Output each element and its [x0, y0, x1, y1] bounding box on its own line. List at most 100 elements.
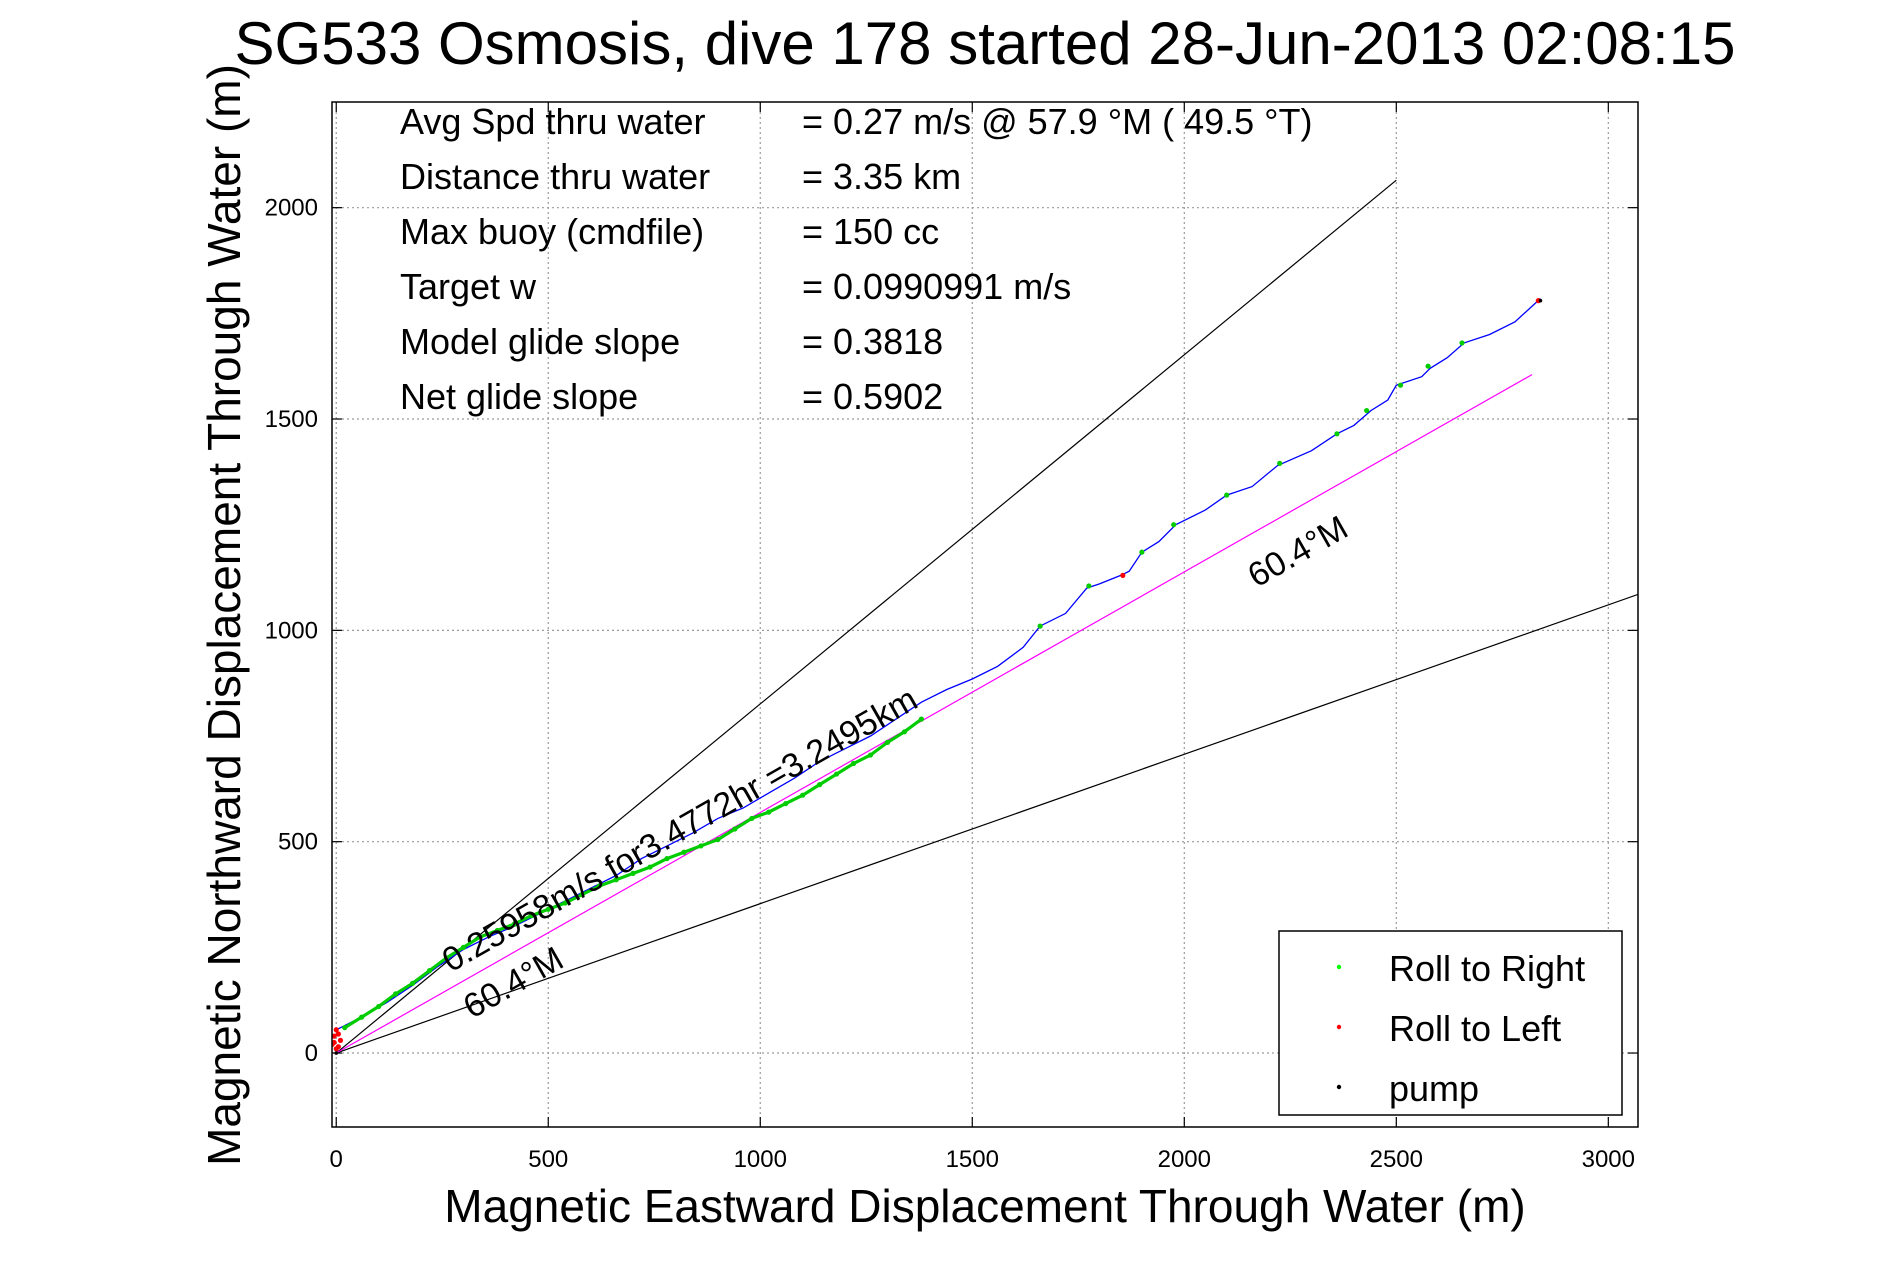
x-tick-label: 2000: [1158, 1146, 1211, 1173]
roll-right-point: [867, 752, 874, 758]
plot-frame: [331, 101, 1639, 1128]
roll-right-point: [443, 955, 450, 961]
roll-right-point: [342, 1025, 348, 1031]
roll-right-point: [1334, 431, 1340, 437]
x-tick-label: 3000: [1582, 1146, 1635, 1173]
stat-label: Target w: [400, 266, 537, 307]
roll-right-point: [766, 809, 772, 815]
y-tick-label: 0: [305, 1040, 318, 1067]
stat-label: Model glide slope: [400, 321, 680, 362]
roll-right-point: [901, 729, 908, 735]
reference-line-2: [335, 374, 1533, 1054]
roll-left-point: [335, 1031, 341, 1037]
stat-value: = 0.5902: [802, 376, 943, 417]
roll-right-point: [884, 739, 891, 745]
stat-value: = 150 cc: [802, 211, 939, 252]
roll-left-point: [1120, 572, 1126, 579]
roll-right-point: [376, 1003, 382, 1010]
stat-label: Avg Spd thru water: [400, 101, 706, 142]
reference-line-0: [335, 179, 1397, 1054]
chart-title: SG533 Osmosis, dive 178 started 28-Jun-2…: [235, 10, 1736, 77]
roll-left-point: [333, 1046, 339, 1052]
legend: Roll to Right Roll to Left pump: [1278, 930, 1623, 1116]
roll-right-point: [1224, 492, 1230, 498]
roll-right-point: [528, 913, 534, 919]
stat-label: Net glide slope: [400, 376, 638, 417]
stat-label: Max buoy (cmdfile): [400, 211, 704, 252]
roll-right-point: [1037, 623, 1043, 629]
roll-right-point: [698, 843, 704, 849]
stat-value: = 0.27 m/s @ 57.9 °M ( 49.5 °T): [802, 101, 1313, 142]
stat-value: = 3.35 km: [802, 156, 961, 197]
annotations: 0.25958m/s for3.4772hr =3.2495km60.4°M60…: [436, 509, 1354, 1027]
x-tick-label: 2500: [1370, 1146, 1423, 1173]
roll-right-point: [596, 883, 602, 889]
roll-right-point: [1397, 382, 1404, 388]
legend-label: Roll to Right: [1389, 948, 1585, 989]
roll-right-point: [477, 934, 484, 940]
roll-right-point: [613, 877, 619, 883]
roll-right-point: [409, 980, 416, 986]
roll-right-point: [460, 944, 467, 950]
stats-block: Avg Spd thru water = 0.27 m/s @ 57.9 °M (…: [400, 101, 1313, 417]
legend-marker: [1336, 1084, 1342, 1090]
roll-right-point: [783, 801, 789, 807]
roll-right-point: [647, 864, 653, 870]
reference-lines: [335, 179, 1638, 1054]
x-tick-label: 1000: [734, 1146, 787, 1173]
x-tick-label: 1500: [946, 1146, 999, 1173]
roll-right-point: [359, 1014, 365, 1020]
y-tick-label: 1500: [265, 406, 318, 433]
tick-labels: 0 500 1000 1500 2000 2500 3000 0 500 1000 1500 2000: [265, 102, 1638, 1173]
roll-right-point: [426, 968, 433, 974]
y-tick-label: 1000: [265, 617, 318, 644]
stat-value: = 0.3818: [802, 321, 943, 362]
pump-point: [1538, 298, 1543, 303]
legend-marker: [1336, 964, 1342, 970]
roll-right-point: [800, 792, 806, 798]
reference-line-1: [336, 593, 1638, 1054]
roll-left-point: [337, 1037, 344, 1043]
x-tick-label: 500: [528, 1146, 568, 1173]
legend-label: Roll to Left: [1389, 1008, 1561, 1049]
roll-right-point: [511, 921, 517, 927]
roll-right-point: [1139, 549, 1145, 555]
roll-right-point: [1425, 363, 1431, 369]
roll-right-point: [562, 900, 568, 906]
roll-left-point: [332, 1033, 337, 1039]
roll-right-point: [732, 826, 738, 832]
roll-right-point: [545, 906, 551, 912]
stat-label: Distance thru water: [400, 156, 710, 197]
roll-right-point: [1364, 407, 1370, 414]
legend-marker: [1336, 1024, 1342, 1030]
roll-right-point: [817, 782, 823, 788]
legend-label: pump: [1389, 1068, 1479, 1109]
roll-right-point: [1086, 583, 1092, 589]
roll-right-point: [1277, 460, 1283, 466]
annotation-2: 60.4°M: [1242, 509, 1355, 595]
axes: [331, 101, 1639, 1128]
y-tick-label: 500: [278, 829, 318, 856]
roll-right-point: [579, 891, 585, 898]
roll-left-point: [333, 1027, 339, 1033]
x-tick-label: 0: [330, 1146, 343, 1173]
y-axis-label: Magnetic Northward Displacement Through …: [198, 64, 250, 1166]
roll-right-point: [1459, 340, 1465, 346]
legend-box: [1278, 930, 1623, 1116]
stat-value: = 0.0990991 m/s: [802, 266, 1071, 307]
roll-right-point: [630, 870, 636, 876]
annotation-0: 0.25958m/s for3.4772hr =3.2495km: [436, 680, 924, 980]
data-series: [332, 298, 1543, 1055]
grid-lines: [332, 102, 1638, 1127]
roll-right-point: [393, 991, 399, 997]
roll-right-point: [681, 849, 687, 855]
roll-right-point: [664, 855, 670, 862]
roll-right-point: [918, 716, 924, 722]
roll-right-point: [1171, 522, 1177, 528]
roll-right-point: [749, 815, 755, 822]
roll-left-point: [332, 1039, 337, 1046]
roll-right-point: [715, 836, 721, 843]
roll-right-point: [833, 771, 840, 777]
y-tick-label: 2000: [265, 195, 318, 222]
